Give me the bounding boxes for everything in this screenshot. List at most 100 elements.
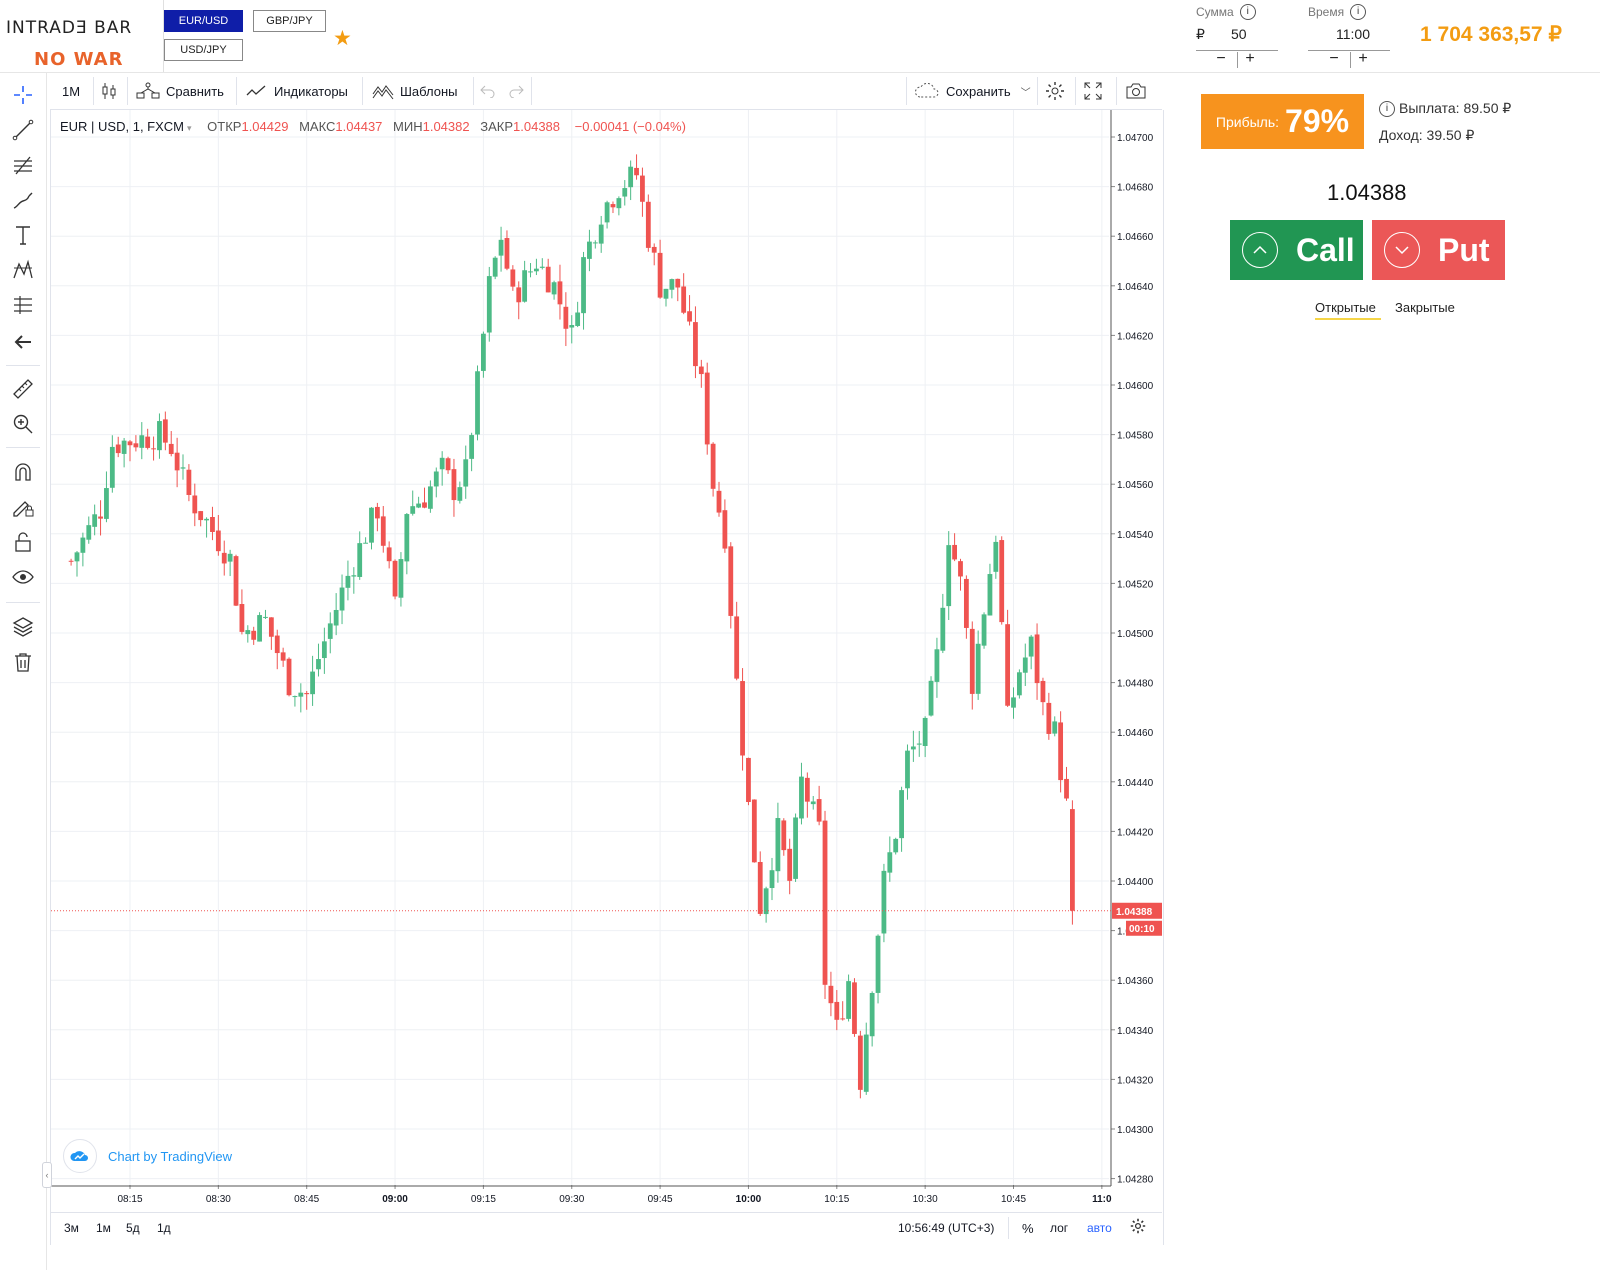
low-label: МИН — [393, 119, 423, 134]
candles-icon[interactable] — [100, 73, 118, 109]
interval-button[interactable]: 1M — [62, 83, 81, 99]
pair-tab-gbpjpy[interactable]: GBP/JPY — [253, 10, 326, 32]
trash-icon[interactable] — [8, 648, 38, 676]
time-plus-button[interactable]: + — [1358, 50, 1368, 67]
time-input[interactable]: 11:00 — [1336, 26, 1370, 42]
ruler-icon[interactable] — [8, 375, 38, 403]
candle-body — [781, 820, 787, 851]
settings-gear-icon[interactable] — [1045, 73, 1065, 109]
active-tab-underline — [1315, 318, 1381, 320]
time-axis-label: 11:0 — [1092, 1194, 1112, 1205]
candle-body — [392, 560, 398, 597]
candle-body — [204, 518, 209, 521]
brand-logo[interactable]: INTRADƎ BAR — [6, 18, 133, 38]
pattern-icon[interactable] — [8, 256, 38, 284]
indicators-button[interactable]: Индикаторы — [246, 73, 348, 109]
range-3m-button[interactable]: 3м — [64, 1221, 79, 1235]
candle-body — [233, 556, 239, 606]
zoom-in-icon[interactable] — [8, 410, 38, 438]
candle-body — [151, 448, 156, 450]
tab-open-trades[interactable]: Открытые — [1315, 300, 1376, 315]
collapse-toolbar-icon[interactable]: ‹ — [42, 1162, 52, 1188]
amount-plus-button[interactable]: + — [1245, 50, 1255, 67]
legend-symbol[interactable]: EUR | USD, 1, FXCM — [60, 119, 185, 134]
candle-body — [268, 617, 274, 637]
candle-body — [80, 537, 86, 553]
candle-body — [380, 516, 386, 546]
back-arrow-icon[interactable] — [8, 328, 38, 356]
candle-body — [1070, 809, 1075, 911]
unlock-icon[interactable] — [8, 528, 38, 556]
fullscreen-icon[interactable] — [1084, 73, 1102, 109]
price-axis-label: 1.04500 — [1117, 629, 1154, 640]
candle-body — [369, 507, 374, 543]
candle-body — [445, 458, 451, 471]
call-button[interactable]: Call — [1230, 220, 1363, 280]
prediction-icon[interactable] — [8, 291, 38, 319]
chevron-down-icon: ﹀ — [1020, 87, 1031, 99]
candle-body — [810, 801, 816, 805]
templates-button[interactable]: Шаблоны — [372, 73, 458, 109]
camera-icon[interactable] — [1125, 73, 1147, 109]
range-1d-button[interactable]: 1д — [157, 1221, 171, 1235]
tab-closed-trades[interactable]: Закрытые — [1395, 300, 1455, 315]
price-axis-label: 1.04480 — [1117, 679, 1154, 690]
currency-symbol: ₽ — [1196, 26, 1205, 42]
toolbar-divider — [6, 447, 40, 448]
range-5d-button[interactable]: 5д — [126, 1221, 140, 1235]
profit-value: 79% — [1285, 103, 1350, 139]
scale-settings-gear-icon[interactable] — [1130, 1218, 1146, 1237]
candle-body — [769, 870, 775, 889]
info-icon[interactable]: i — [1379, 101, 1395, 118]
layers-icon[interactable] — [8, 613, 38, 641]
amount-step-divider — [1237, 52, 1238, 68]
candle-body — [68, 560, 74, 562]
auto-toggle[interactable]: авто — [1087, 1221, 1112, 1235]
compare-button[interactable]: Сравнить — [136, 73, 224, 109]
candle-body — [569, 325, 575, 328]
candle-body — [693, 322, 698, 367]
candlestick-chart[interactable]: 1.04700 1.04680 1.04660 1.04640 1.04620 1.046… — [51, 110, 1163, 1210]
crosshair-icon[interactable] — [8, 81, 38, 109]
candle-body — [263, 616, 268, 618]
star-icon[interactable]: ★ — [333, 27, 352, 50]
open-value: 1.04429 — [241, 119, 289, 134]
pair-tab-usdjpy[interactable]: USD/JPY — [164, 39, 243, 61]
time-axis-label: 10:30 — [913, 1194, 938, 1205]
pair-tab-eurusd[interactable]: EUR/USD — [164, 10, 243, 32]
percent-toggle[interactable]: % — [1022, 1221, 1034, 1236]
amount-input[interactable]: 50 — [1231, 26, 1247, 42]
chart-clock[interactable]: 10:56:49 (UTC+3) — [898, 1221, 995, 1235]
range-1m-button[interactable]: 1м — [96, 1221, 111, 1235]
candle-body — [180, 467, 186, 469]
time-axis-label: 09:00 — [382, 1194, 408, 1205]
eye-icon[interactable] — [8, 563, 38, 591]
fib-icon[interactable] — [8, 151, 38, 179]
time-minus-button[interactable]: − — [1329, 50, 1339, 67]
save-button[interactable]: Сохранить ﹀ — [914, 73, 1031, 109]
candle-body — [799, 776, 804, 819]
magnet-icon[interactable] — [8, 458, 38, 486]
redo-icon[interactable] — [508, 73, 524, 109]
candle-body — [793, 817, 798, 879]
tradingview-attribution[interactable]: Chart by TradingView — [63, 1139, 232, 1173]
candle-body — [1052, 721, 1058, 734]
amount-minus-button[interactable]: − — [1216, 50, 1226, 67]
text-icon[interactable] — [8, 221, 38, 249]
candle-body — [463, 459, 469, 487]
trend-line-icon[interactable] — [8, 116, 38, 144]
candle-body — [357, 543, 363, 577]
info-icon[interactable]: i — [1239, 3, 1256, 20]
candle-body — [386, 547, 392, 562]
brush-icon[interactable] — [8, 186, 38, 214]
chart-pane[interactable]: 1.04700 1.04680 1.04660 1.04640 1.04620 1.046… — [50, 110, 1164, 1245]
lock-drawing-icon[interactable] — [8, 493, 38, 521]
candle-body — [822, 820, 828, 985]
info-icon[interactable]: i — [1350, 3, 1367, 20]
candle-body — [598, 224, 604, 244]
put-button[interactable]: Put — [1372, 220, 1505, 280]
undo-icon[interactable] — [480, 73, 496, 109]
candle-body — [363, 542, 368, 544]
log-toggle[interactable]: лог — [1050, 1221, 1069, 1235]
chart-toolbar: 1M Сравнить Индикаторы Шаблоны Сохранить… — [50, 73, 1162, 110]
